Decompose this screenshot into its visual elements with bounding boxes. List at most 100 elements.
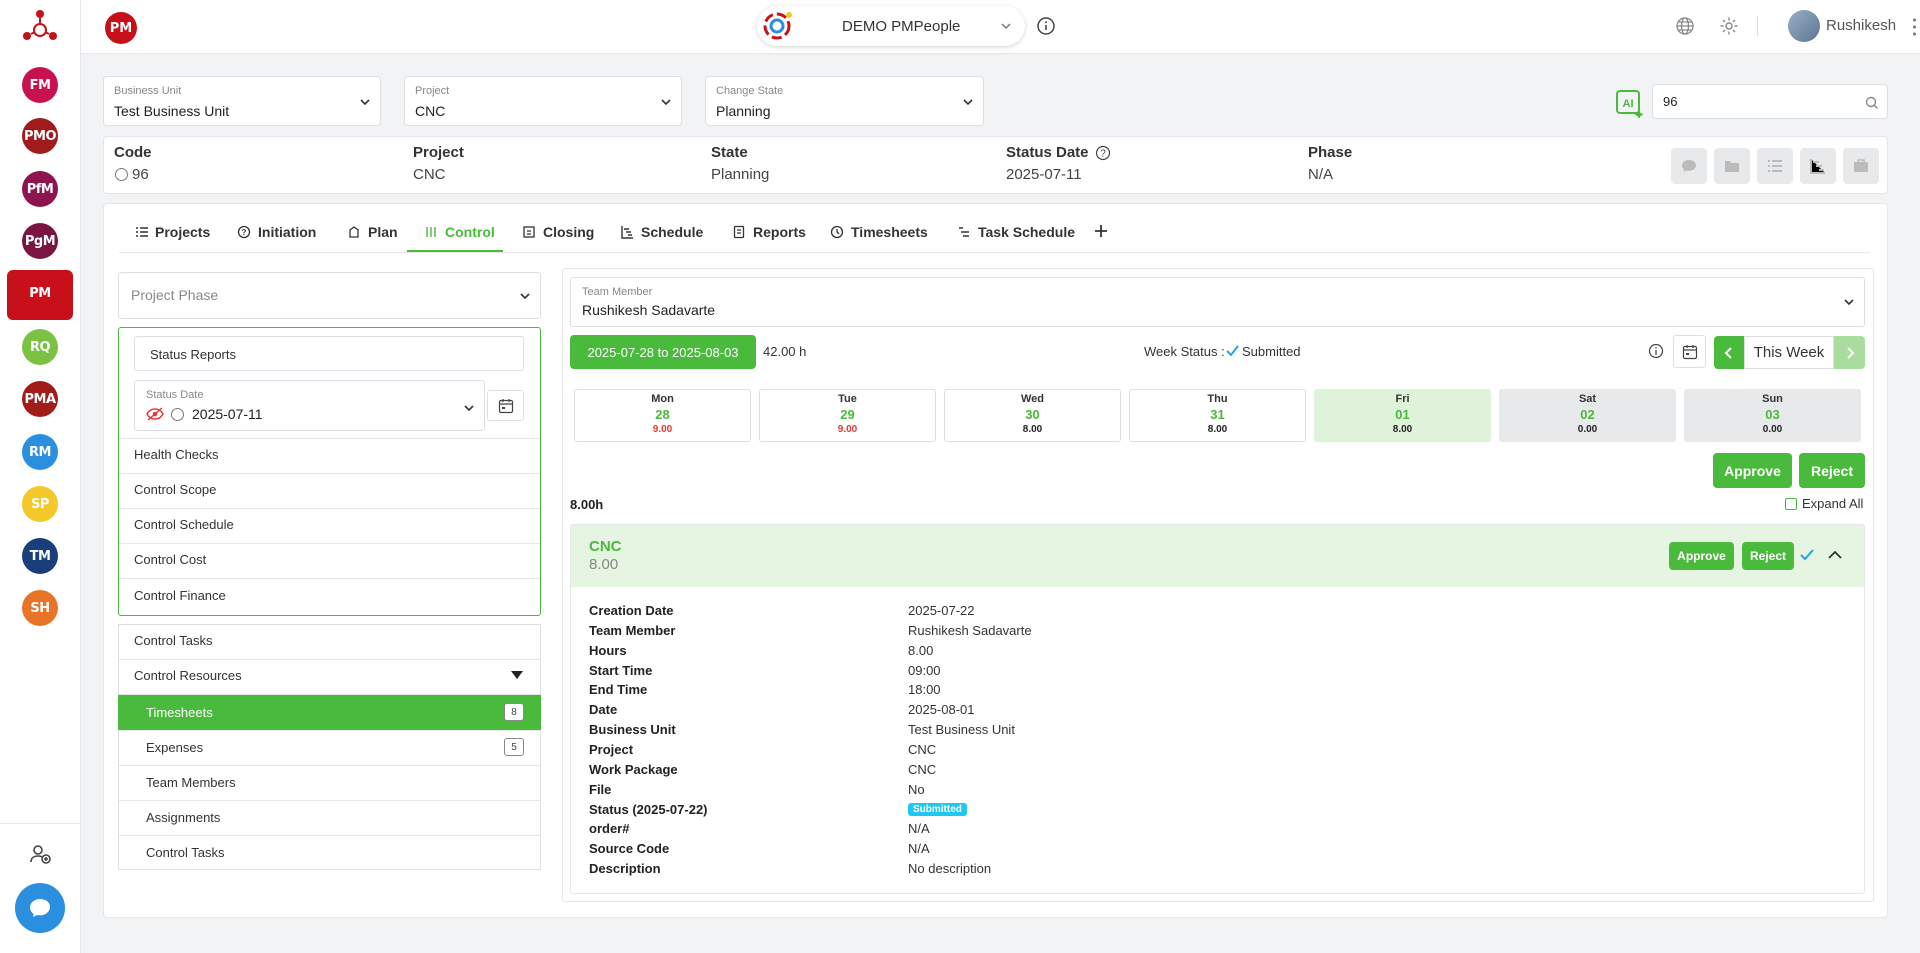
rail-item-pma[interactable]: PMA — [22, 381, 58, 417]
user-name[interactable]: Rushikesh — [1826, 17, 1897, 34]
ai-assistant-icon[interactable]: AI — [1614, 88, 1644, 118]
previous-week-button[interactable] — [1714, 336, 1744, 369]
briefcase-icon — [1854, 159, 1868, 172]
day-number: 29 — [840, 407, 855, 422]
rail-item-pfm[interactable]: PfM — [22, 171, 58, 207]
rail-item-rq[interactable]: RQ — [22, 329, 58, 365]
entry-header[interactable] — [571, 525, 1864, 587]
this-week-button[interactable]: This Week — [1744, 336, 1834, 369]
folder-button[interactable] — [1714, 148, 1750, 184]
submenu-item-timesheets[interactable]: Timesheets 8 — [118, 695, 541, 730]
day-name: Mon — [651, 393, 674, 405]
add-user-icon[interactable] — [28, 842, 52, 866]
project-phase-select[interactable]: Project Phase — [118, 272, 541, 319]
tab-projects[interactable]: Projects — [134, 224, 210, 240]
comments-button[interactable] — [1671, 148, 1707, 184]
approve-entry-button[interactable]: Approve — [1669, 542, 1734, 570]
rail-item-pm[interactable]: PM — [22, 275, 58, 311]
gantt-button[interactable] — [1800, 148, 1836, 184]
day-card-tue[interactable]: Tue 29 9.00 — [759, 389, 936, 442]
rail-item-pmo[interactable]: PMO — [22, 118, 58, 154]
calendar-button[interactable] — [487, 390, 524, 421]
day-card-mon[interactable]: Mon 28 9.00 — [574, 389, 751, 442]
project-select[interactable]: Project CNC — [404, 76, 682, 126]
app-logo-icon[interactable] — [20, 6, 60, 46]
chevron-down-icon — [1844, 299, 1854, 306]
day-card-fri[interactable]: Fri 01 8.00 — [1314, 389, 1491, 442]
tab-task-schedule[interactable]: Task Schedule — [957, 224, 1075, 240]
hidden-eye-icon[interactable] — [146, 407, 164, 421]
tab-reports[interactable]: Reports — [732, 224, 806, 240]
next-week-button[interactable] — [1834, 336, 1865, 369]
day-card-sat[interactable]: Sat 02 0.00 — [1499, 389, 1676, 442]
detail-value: CNC — [908, 761, 937, 777]
submenu-item-team-members[interactable]: Team Members — [118, 765, 541, 800]
status-reports-label: Status Reports — [150, 347, 236, 362]
week-calendar-button[interactable] — [1673, 335, 1706, 368]
project-info-label: Project — [413, 144, 464, 161]
help-icon[interactable]: ? — [1095, 145, 1111, 161]
tab-control[interactable]: Control — [424, 224, 495, 240]
search-input[interactable]: 96 — [1652, 84, 1888, 119]
tab-label: Projects — [155, 224, 211, 240]
business-unit-select[interactable]: Business Unit Test Business Unit — [103, 76, 381, 126]
chevron-down-icon — [1001, 23, 1011, 30]
search-icon[interactable] — [1865, 96, 1879, 110]
day-name: Thu — [1207, 393, 1228, 405]
calendar-icon — [1682, 345, 1698, 360]
reject-entry-button[interactable]: Reject — [1742, 542, 1794, 570]
menu-item-control-finance[interactable]: Control Finance — [134, 588, 226, 603]
menu-item-control-scope[interactable]: Control Scope — [134, 482, 217, 497]
submenu-item-assignments[interactable]: Assignments — [118, 800, 541, 835]
tab-label: Reports — [753, 224, 806, 240]
approve-week-button[interactable]: Approve — [1713, 453, 1792, 488]
user-avatar[interactable] — [1788, 10, 1820, 42]
menu-item-health-checks[interactable]: Health Checks — [134, 447, 219, 462]
menu-item-control-cost[interactable]: Control Cost — [134, 552, 207, 567]
chevron-up-icon[interactable] — [1828, 550, 1842, 560]
state-value: Planning — [711, 166, 770, 183]
list-button[interactable] — [1757, 148, 1793, 184]
submenu-item-control-tasks[interactable]: Control Tasks — [118, 835, 541, 870]
rail-item-sp[interactable]: SP — [22, 486, 58, 522]
info-icon[interactable] — [1036, 16, 1056, 36]
tab-icon — [523, 226, 535, 238]
reject-week-button[interactable]: Reject — [1799, 453, 1865, 488]
kebab-menu-icon[interactable] — [1913, 18, 1916, 36]
chat-button[interactable] — [15, 883, 65, 933]
tab-schedule[interactable]: Schedule — [620, 224, 703, 240]
menu-item-control-schedule[interactable]: Control Schedule — [134, 517, 234, 532]
rail-item-rm[interactable]: RM — [22, 434, 58, 470]
tab-timesheets[interactable]: Timesheets — [830, 224, 928, 240]
rail-item-fm[interactable]: FM — [22, 67, 58, 103]
rail-item-pgm[interactable]: PgM — [22, 223, 58, 259]
caret-down-icon[interactable] — [511, 671, 523, 679]
expand-all-checkbox[interactable] — [1785, 498, 1797, 510]
tab-plan[interactable]: Plan — [347, 224, 398, 240]
team-member-select[interactable]: Team Member Rushikesh Sadavarte — [570, 277, 1865, 327]
settings-gear-icon[interactable] — [1719, 16, 1739, 36]
language-globe-icon[interactable] — [1675, 16, 1695, 36]
add-tab-icon[interactable] — [1093, 223, 1109, 239]
info-icon[interactable] — [1648, 343, 1664, 359]
tab-label: Closing — [543, 224, 595, 240]
rail-item-tm[interactable]: TM — [22, 538, 58, 574]
tenant-selector[interactable]: DEMO PMPeople — [757, 6, 1025, 46]
day-card-sun[interactable]: Sun 03 0.00 — [1684, 389, 1861, 442]
control-resources-item[interactable]: Control Resources — [134, 668, 242, 683]
day-card-thu[interactable]: Thu 31 8.00 — [1129, 389, 1306, 442]
submenu-item-expenses[interactable]: Expenses 5 — [118, 730, 541, 765]
change-state-select[interactable]: Change State Planning — [705, 76, 984, 126]
status-reports-item[interactable]: Status Reports — [134, 336, 524, 371]
rail-item-sh[interactable]: SH — [22, 590, 58, 626]
status-date-radio[interactable] — [171, 408, 184, 421]
code-radio[interactable] — [115, 168, 128, 181]
detail-value: 09:00 — [908, 662, 941, 678]
module-logo[interactable]: PM — [105, 12, 137, 44]
day-card-wed[interactable]: Wed 30 8.00 — [944, 389, 1121, 442]
status-date-select[interactable]: Status Date 2025-07-11 — [134, 380, 485, 431]
tab-initiation[interactable]: ? Initiation — [237, 224, 316, 240]
control-tasks-item[interactable]: Control Tasks — [134, 633, 213, 648]
tab-closing[interactable]: Closing — [522, 224, 594, 240]
briefcase-button[interactable] — [1843, 148, 1879, 184]
